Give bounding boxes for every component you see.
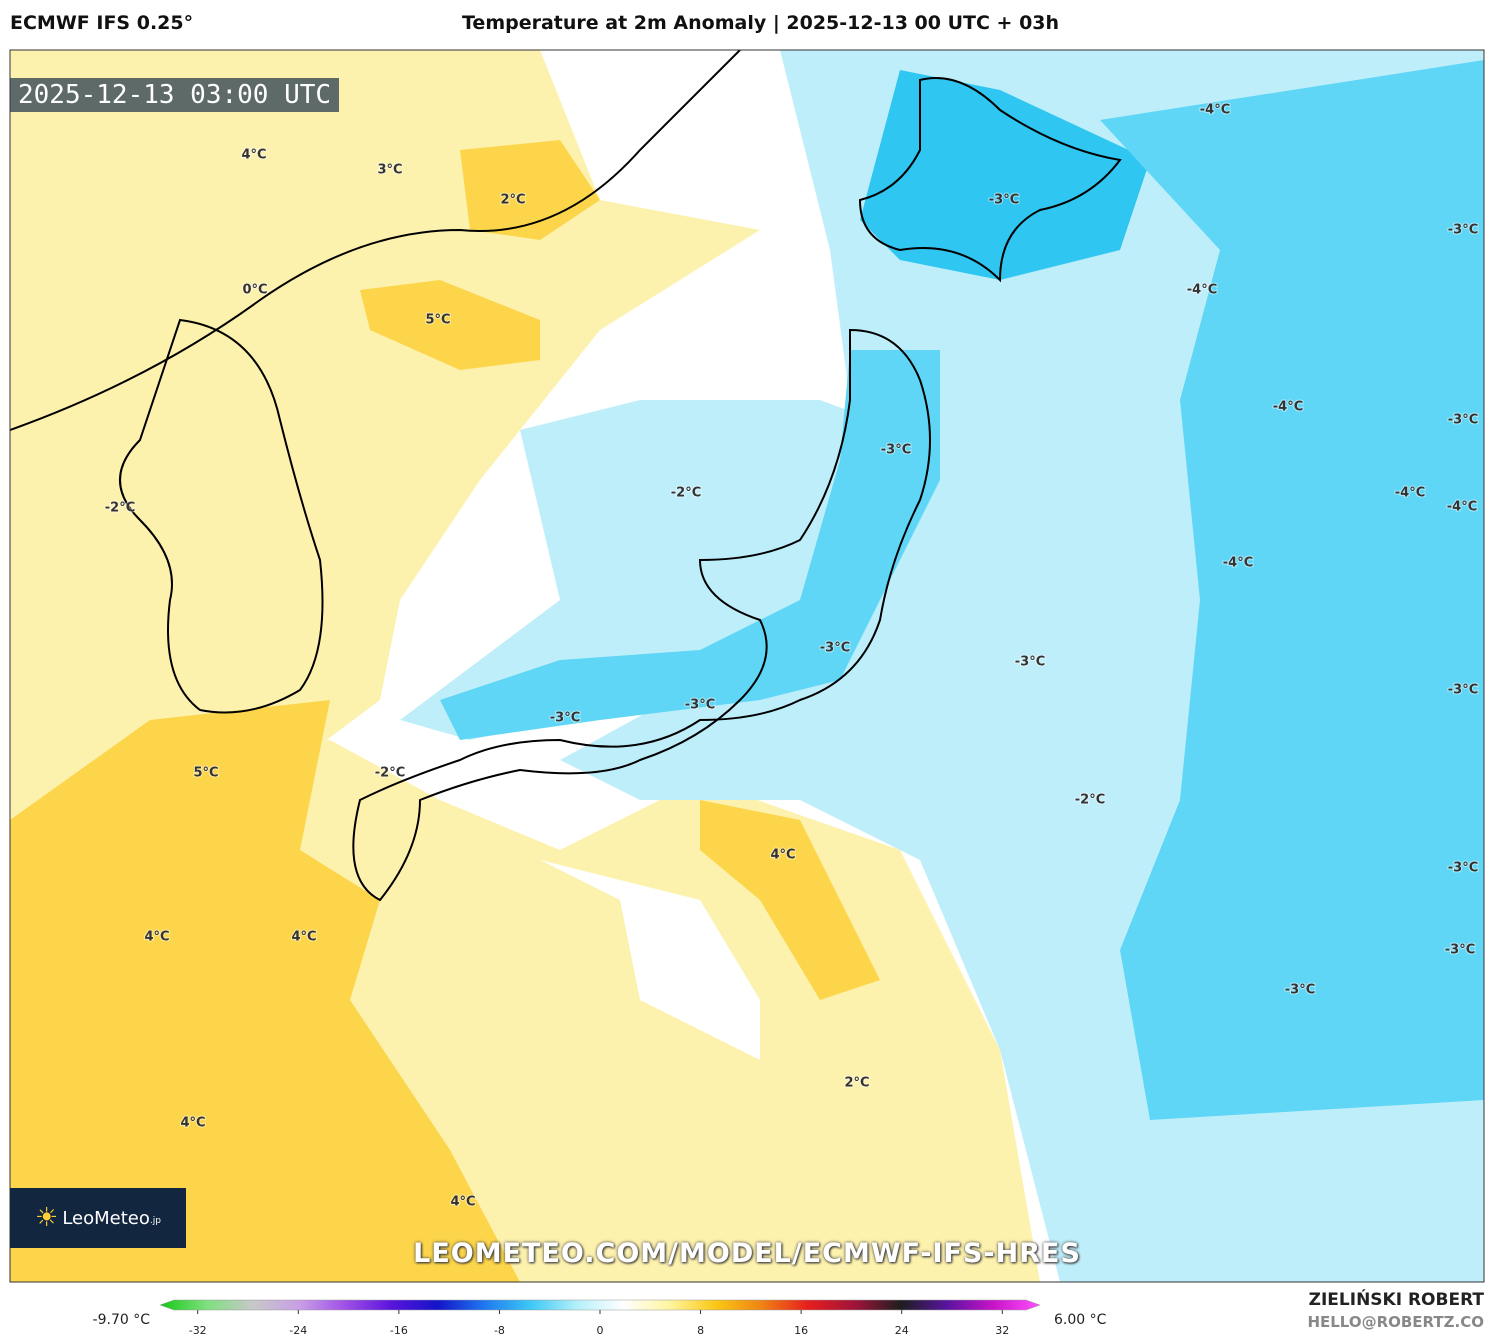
contour-label: -4°C — [1395, 486, 1425, 501]
contour-label: 4°C — [180, 1116, 205, 1131]
colorbar-tick-label: 16 — [794, 1324, 808, 1337]
logo: ☀ LeoMeteo .jp — [10, 1188, 186, 1248]
contour-label: 5°C — [193, 766, 218, 781]
colorbar-min: -9.70 °C — [93, 1312, 151, 1328]
contour-label: 4°C — [770, 848, 795, 863]
watermark: LEOMETEO.COM/MODEL/ECMWF-IFS-HRES — [413, 1238, 1081, 1269]
contour-label: -2°C — [375, 766, 405, 781]
contour-label: -3°C — [1448, 683, 1478, 698]
colorbar-tick-label: -8 — [494, 1324, 505, 1337]
colorbar-tick-label: 32 — [995, 1324, 1009, 1337]
colorbar: -32 -24 -16 -8 0 8 16 24 32 -9.70 °C 6.00 °C — [93, 1299, 1107, 1337]
contour-label: -3°C — [989, 193, 1019, 208]
contour-label: -2°C — [105, 501, 135, 516]
contour-label: -3°C — [1015, 655, 1045, 670]
contour-label: -3°C — [881, 443, 911, 458]
author: ZIELIŃSKI ROBERT — [1308, 1290, 1484, 1310]
contour-label: -2°C — [671, 486, 701, 501]
colorbar-tick-label: -32 — [189, 1324, 207, 1337]
contour-label: -3°C — [550, 711, 580, 726]
contour-label: -3°C — [1448, 223, 1478, 238]
email: HELLO@ROBERTZ.CO — [1307, 1313, 1484, 1331]
map-title: Temperature at 2m Anomaly | 2025-12-13 0… — [462, 12, 1060, 34]
logo-suffix: .jp — [149, 1216, 161, 1226]
contour-label: -4°C — [1200, 103, 1230, 118]
contour-label: 0°C — [242, 283, 267, 298]
contour-label: 4°C — [144, 930, 169, 945]
contour-label: 3°C — [377, 163, 402, 178]
anomaly-field — [10, 50, 1484, 1282]
contour-label: 4°C — [241, 148, 266, 163]
contour-label: -3°C — [1445, 943, 1475, 958]
contour-label: -4°C — [1447, 500, 1477, 515]
contour-label: -3°C — [1448, 861, 1478, 876]
colorbar-tick-label: -24 — [289, 1324, 307, 1337]
contour-label: -4°C — [1273, 400, 1303, 415]
contour-labels: 4°C 3°C 2°C 0°C 5°C -2°C -2°C -3°C -4°C -3°C -4°C -… — [104, 102, 1479, 1211]
colorbar-tick-label: 24 — [895, 1324, 909, 1337]
colorbar-tick-label: -16 — [390, 1324, 408, 1337]
contour-label: -3°C — [1285, 983, 1315, 998]
colorbar-tick-label: 8 — [697, 1324, 704, 1337]
contour-label: 5°C — [425, 313, 450, 328]
model-name: ECMWF IFS 0.25° — [10, 12, 194, 34]
colorbar-body — [159, 1299, 1041, 1311]
colorbar-max: 6.00 °C — [1054, 1312, 1107, 1328]
timestamp: 2025-12-13 03:00 UTC — [10, 78, 340, 112]
contour-label: -4°C — [1187, 283, 1217, 298]
contour-label: 4°C — [450, 1195, 475, 1210]
contour-label: -3°C — [820, 641, 850, 656]
contour-label: -2°C — [1075, 793, 1105, 808]
contour-label: -3°C — [1448, 413, 1478, 428]
contour-label: 2°C — [500, 193, 525, 208]
colorbar-tick-label: 0 — [597, 1324, 604, 1337]
contour-label: -4°C — [1223, 556, 1253, 571]
contour-label: 4°C — [291, 930, 316, 945]
logo-name: LeoMeteo — [62, 1207, 150, 1229]
contour-label: -3°C — [685, 698, 715, 713]
contour-label: 2°C — [844, 1076, 869, 1091]
